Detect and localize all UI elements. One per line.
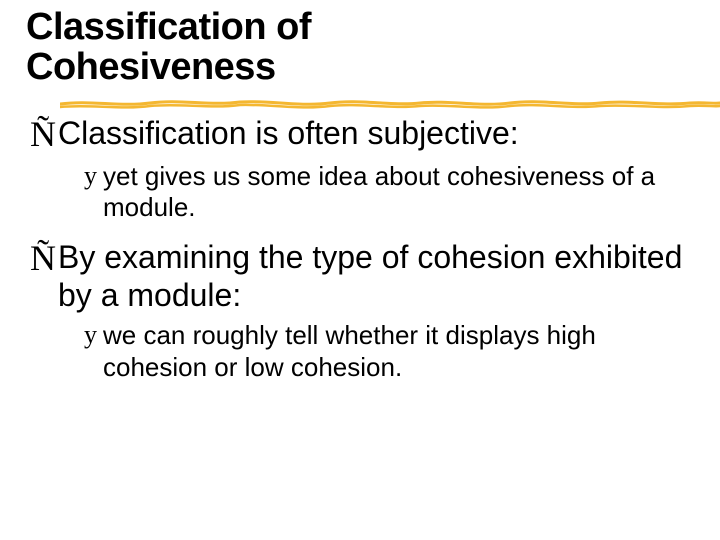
bullet-text: we can roughly tell whether it displays …: [103, 320, 690, 382]
bullet-main: Ñ By examining the type of cohesion exhi…: [30, 238, 690, 315]
bullet-sub: y yet gives us some idea about cohesiven…: [84, 161, 690, 223]
bullet-text: Classification is often subjective:: [58, 114, 519, 152]
title-wrap: Classification of Cohesiveness: [20, 8, 700, 88]
bullet-glyph: y: [84, 161, 103, 191]
bullet-main: Ñ Classification is often subjective:: [30, 114, 690, 155]
title-line-2: Cohesiveness: [26, 46, 276, 88]
slide-body: Ñ Classification is often subjective: y …: [20, 94, 700, 383]
bullet-glyph: y: [84, 320, 103, 350]
bullet-glyph: Ñ: [30, 238, 58, 279]
bullet-glyph: Ñ: [30, 114, 58, 155]
slide-title: Classification of Cohesiveness: [20, 8, 700, 88]
bullet-text: yet gives us some idea about cohesivenes…: [103, 161, 690, 223]
bullet-text: By examining the type of cohesion exhibi…: [58, 238, 690, 315]
title-line-1: Classification of: [26, 6, 311, 48]
slide: Classification of Cohesiveness Ñ Classif…: [0, 0, 720, 540]
bullet-sub: y we can roughly tell whether it display…: [84, 320, 690, 382]
